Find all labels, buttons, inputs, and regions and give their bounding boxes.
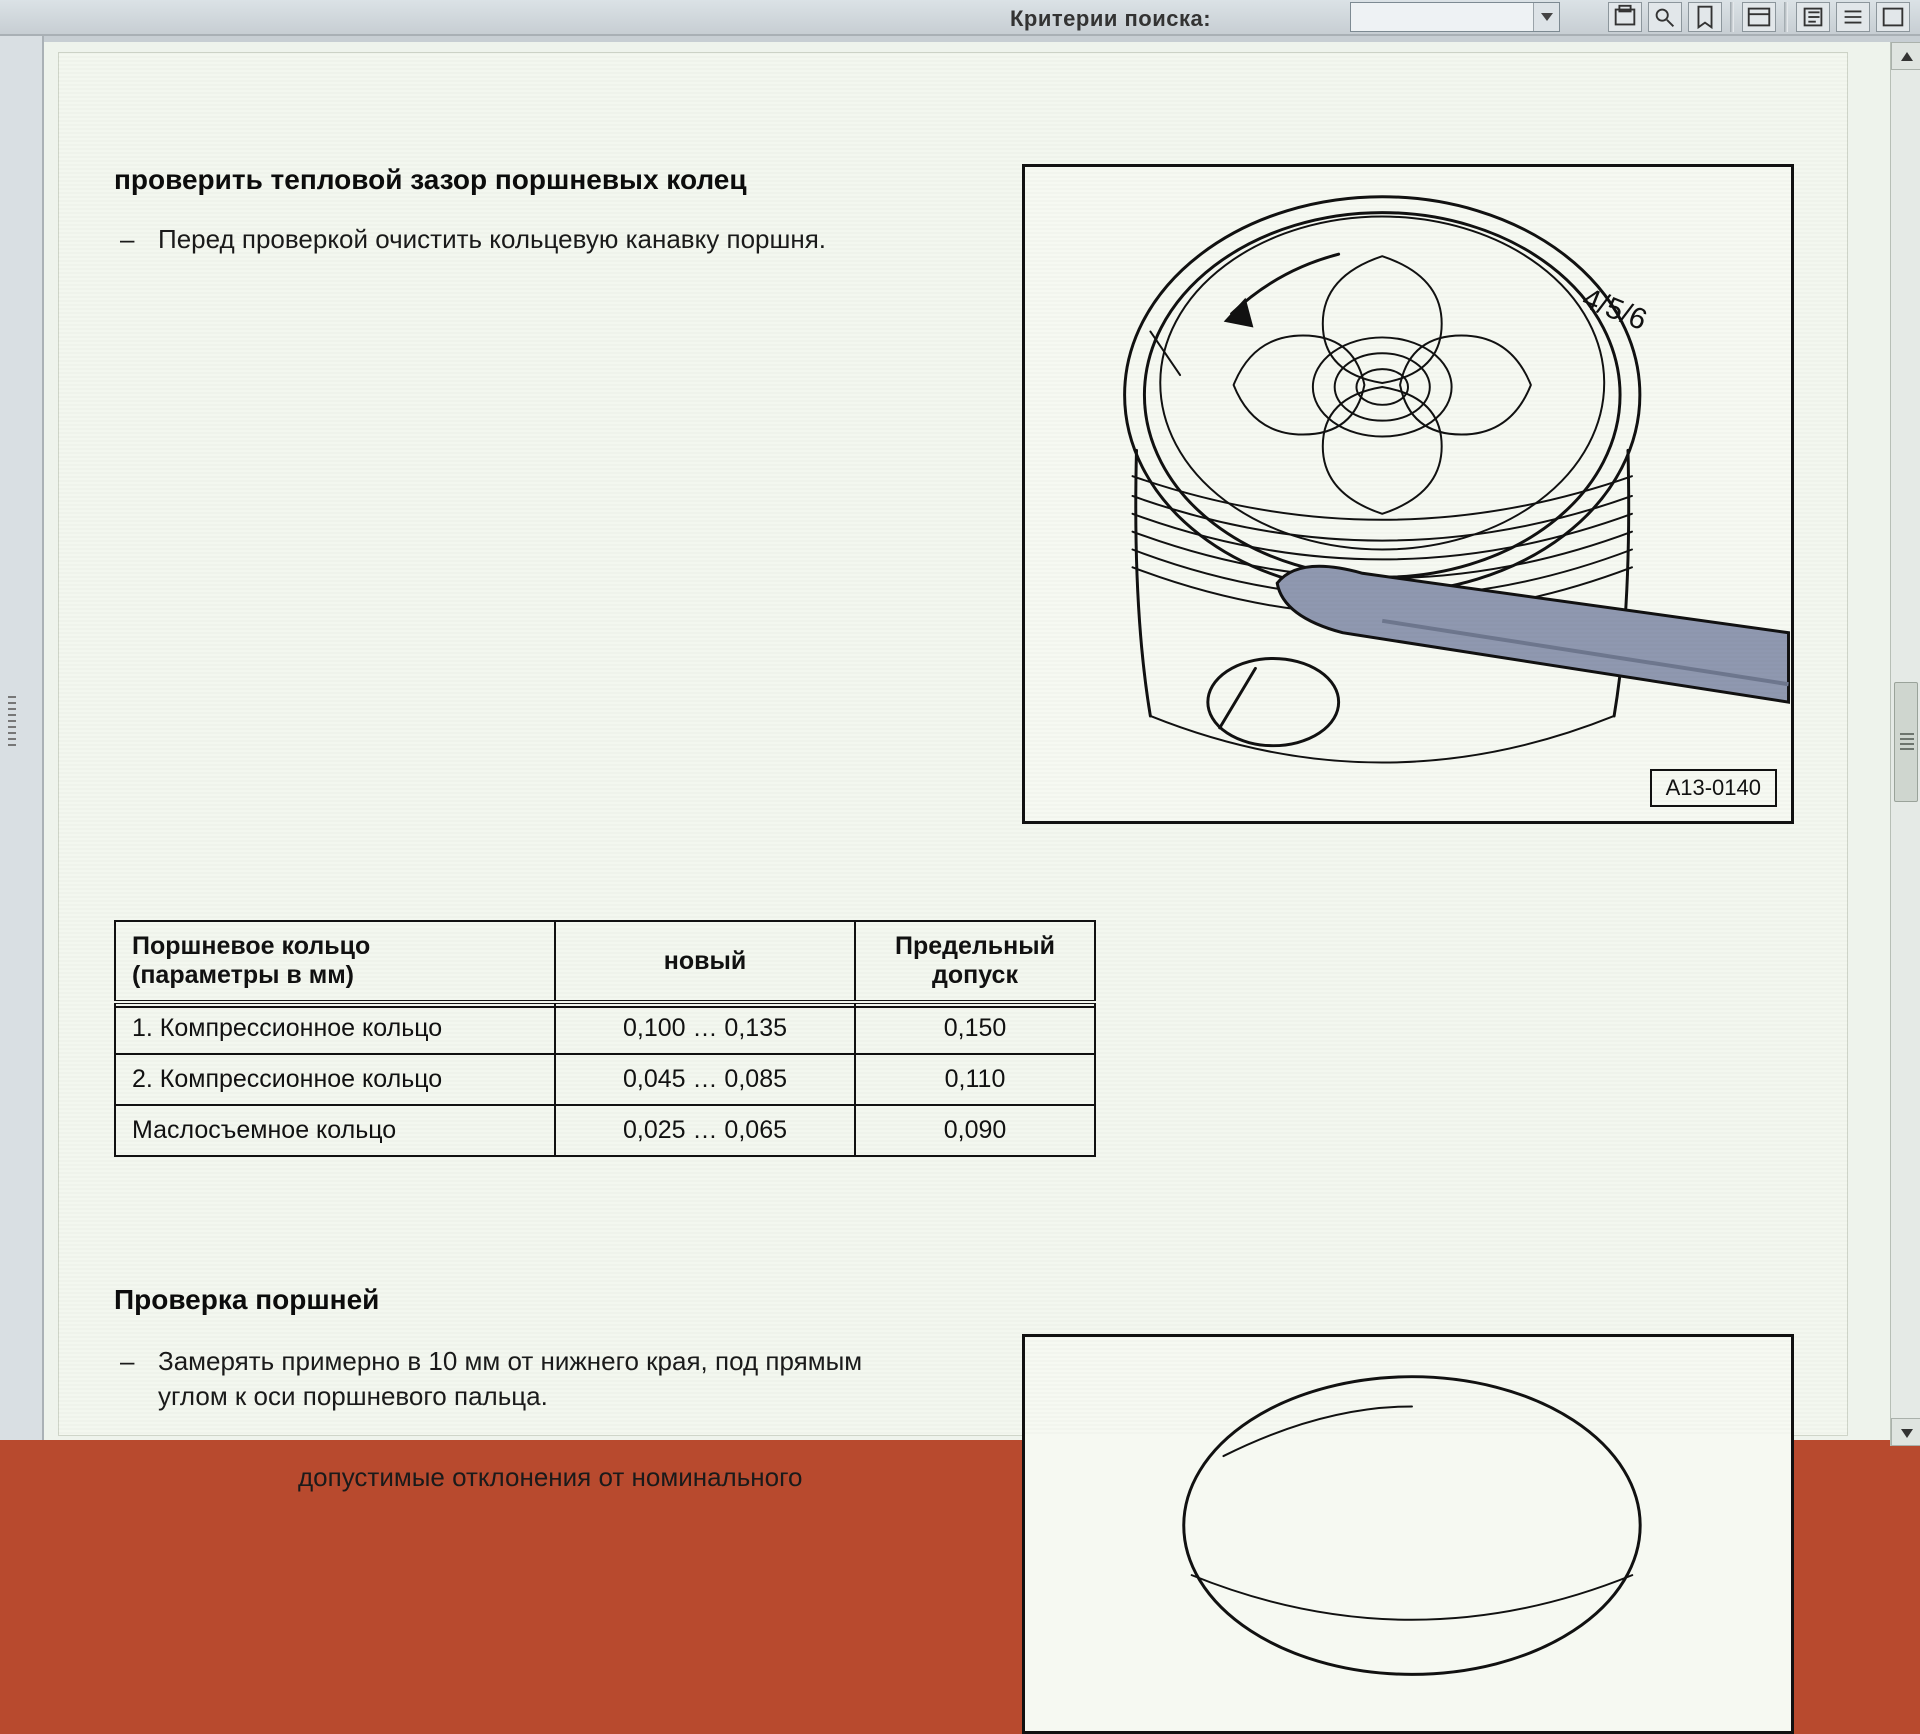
- search-criteria-dropdown[interactable]: [1350, 2, 1560, 32]
- document-panel: проверить тепловой зазор поршневых колец…: [44, 36, 1920, 1440]
- table-col-header-new: новый: [555, 921, 855, 1002]
- scroll-thumb[interactable]: [1894, 682, 1918, 802]
- partial-next-line: допустимые отклонения от номинального: [298, 1462, 998, 1493]
- table-cell: 0,045 … 0,085: [555, 1054, 855, 1105]
- table-cell: 1. Компрессионное кольцо: [115, 1002, 555, 1054]
- table-cell: 0,100 … 0,135: [555, 1002, 855, 1054]
- search-criteria-label: Критерии поиска:: [1010, 6, 1211, 32]
- table-cell: 0,150: [855, 1002, 1095, 1054]
- toolbar-button-5[interactable]: [1796, 2, 1830, 32]
- piston-illustration: 4/5/6: [1025, 167, 1791, 821]
- toolbar-separator: [1784, 2, 1788, 32]
- step-text-1: Перед проверкой очистить кольцевую канав…: [158, 224, 826, 255]
- piston-measure-illustration-frame: [1022, 1334, 1794, 1734]
- table-cell: Маслосъемное кольцо: [115, 1105, 555, 1156]
- ring-gap-spec-table: Поршневое кольцо (параметры в мм) новый …: [114, 920, 1096, 1157]
- scroll-up-button[interactable]: [1891, 42, 1920, 70]
- table-row: Маслосъемное кольцо 0,025 … 0,065 0,090: [115, 1105, 1095, 1156]
- piston-illustration-frame: 4/5/6: [1022, 164, 1794, 824]
- toolbar-separator: [1730, 2, 1734, 32]
- toolbar-button-6[interactable]: [1836, 2, 1870, 32]
- left-splitter[interactable]: [0, 36, 44, 1440]
- document-page: проверить тепловой зазор поршневых колец…: [58, 52, 1848, 1436]
- svg-text:4/5/6: 4/5/6: [1578, 282, 1652, 337]
- section-heading-piston-check: Проверка поршней: [114, 1284, 379, 1316]
- toolbar-button-2[interactable]: [1648, 2, 1682, 32]
- toolbar-button-3[interactable]: [1688, 2, 1722, 32]
- vertical-scrollbar[interactable]: [1890, 42, 1920, 1446]
- piston-measure-illustration: [1025, 1337, 1791, 1734]
- table-header-row: Поршневое кольцо (параметры в мм) новый …: [115, 921, 1095, 1002]
- splitter-grip-icon: [8, 696, 16, 748]
- toolbar-button-7[interactable]: [1876, 2, 1910, 32]
- table-row: 1. Компрессионное кольцо 0,100 … 0,135 0…: [115, 1002, 1095, 1054]
- table-row: 2. Компрессионное кольцо 0,045 … 0,085 0…: [115, 1054, 1095, 1105]
- table-cell: 2. Компрессионное кольцо: [115, 1054, 555, 1105]
- toolbar-button-4[interactable]: [1742, 2, 1776, 32]
- table-cell: 0,025 … 0,065: [555, 1105, 855, 1156]
- table-cell: 0,090: [855, 1105, 1095, 1156]
- app-toolbar: Критерии поиска:: [0, 0, 1920, 36]
- section-heading-ring-gap: проверить тепловой зазор поршневых колец: [114, 164, 747, 196]
- step-text-2: Замерять примерно в 10 мм от нижнего кра…: [158, 1344, 918, 1414]
- illustration-ref-tag: A13-0140: [1650, 769, 1777, 807]
- table-col-header-limit: Предельный допуск: [855, 921, 1095, 1002]
- table-cell: 0,110: [855, 1054, 1095, 1105]
- table-col-header-ring: Поршневое кольцо (параметры в мм): [115, 921, 555, 1002]
- chevron-down-icon[interactable]: [1533, 3, 1559, 31]
- scroll-down-button[interactable]: [1891, 1418, 1920, 1446]
- toolbar-button-1[interactable]: [1608, 2, 1642, 32]
